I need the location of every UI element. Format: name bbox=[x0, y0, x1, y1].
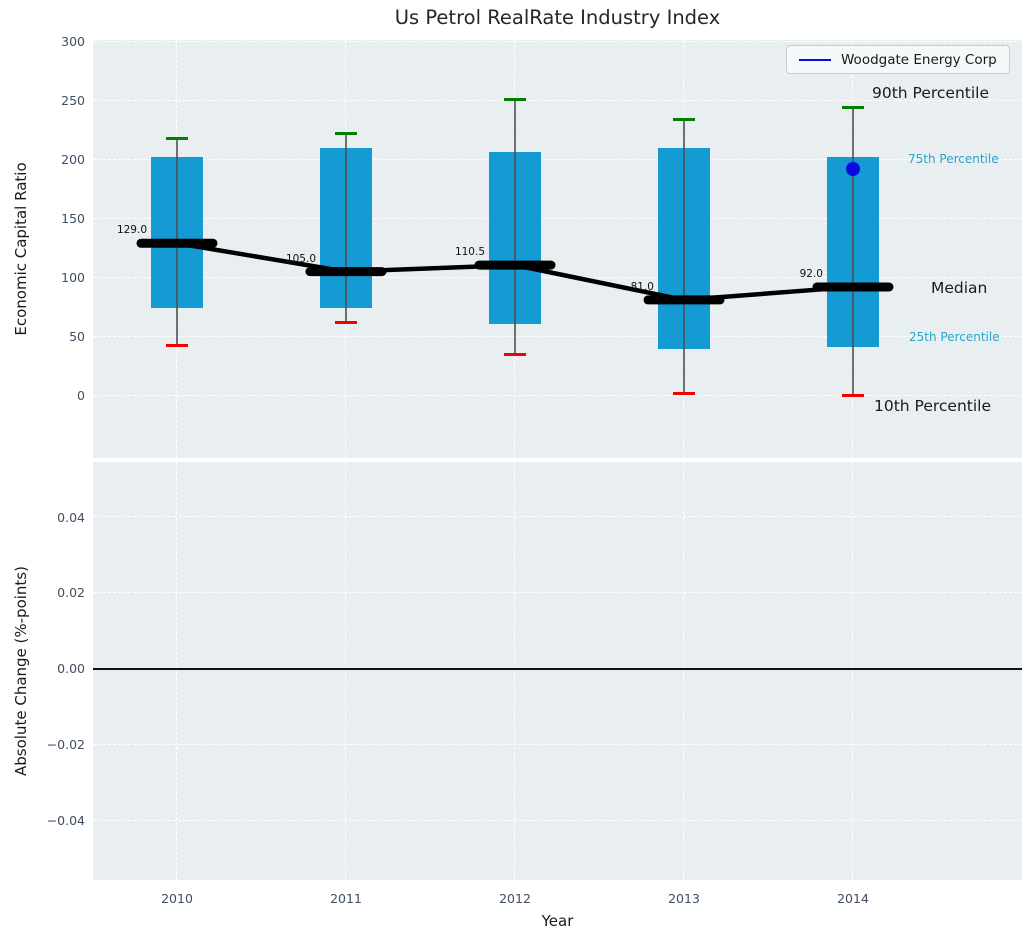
p10-cap-2014 bbox=[842, 394, 864, 397]
h-gridline-0 bbox=[93, 394, 1022, 396]
annotation-25th-percentile: 25th Percentile bbox=[909, 330, 1000, 345]
top-axes-panel: 129.0 105.0 110.5 81.0 92.0 90th Percentile 75… bbox=[93, 40, 1022, 458]
median-value-label-2012: 110.5 bbox=[454, 246, 485, 259]
legend-entry-label: Woodgate Energy Corp bbox=[841, 51, 997, 68]
v-gridline-2012 bbox=[514, 462, 516, 880]
annotation-75th-percentile: 75th Percentile bbox=[908, 152, 999, 167]
x-tick-label-2010: 2010 bbox=[161, 891, 193, 906]
y-tick-label-100: 100 bbox=[61, 270, 85, 285]
x-tick-label-2011: 2011 bbox=[330, 891, 362, 906]
whisker-2011 bbox=[345, 133, 347, 323]
h-gridline-250 bbox=[93, 99, 1022, 101]
p10-cap-2013 bbox=[673, 391, 695, 395]
bottom-axes-panel bbox=[93, 462, 1022, 880]
top-y-axis-label: Economic Capital Ratio bbox=[12, 162, 30, 336]
median-value-label-2011: 105.0 bbox=[285, 252, 316, 265]
h-gridline-200 bbox=[93, 158, 1022, 160]
h-gridline-300 bbox=[93, 40, 1022, 42]
y-tick-label-−0.04: −0.04 bbox=[46, 813, 85, 829]
y-tick-label-0.00: 0.00 bbox=[57, 661, 85, 677]
h-gridline-0.02 bbox=[93, 592, 1022, 594]
p90-cap-2013 bbox=[673, 117, 695, 121]
median-line-overlay bbox=[136, 238, 894, 305]
legend: Woodgate Energy Corp bbox=[786, 45, 1010, 74]
annotation-90th-percentile: 90th Percentile bbox=[872, 83, 990, 102]
p90-cap-2010 bbox=[166, 136, 188, 140]
whisker-2014 bbox=[852, 107, 854, 396]
x-tick-label-2014: 2014 bbox=[837, 891, 869, 906]
x-tick-label-2013: 2013 bbox=[668, 891, 700, 906]
company-point-2014 bbox=[846, 161, 860, 176]
whisker-2013 bbox=[683, 119, 685, 394]
y-tick-label-150: 150 bbox=[61, 211, 85, 226]
v-gridline-2010 bbox=[176, 462, 178, 880]
h-gridline--0.02 bbox=[93, 744, 1022, 746]
zero-line bbox=[93, 668, 1022, 670]
h-gridline-150 bbox=[93, 217, 1022, 219]
y-tick-label-50: 50 bbox=[69, 329, 85, 344]
h-gridline-0.04 bbox=[93, 516, 1022, 518]
p90-cap-2014 bbox=[842, 106, 864, 110]
median-value-label-2013: 81.0 bbox=[630, 280, 654, 293]
y-tick-label-−0.02: −0.02 bbox=[46, 737, 85, 753]
h-gridline--0.04 bbox=[93, 820, 1022, 822]
legend-line-sample bbox=[799, 58, 831, 61]
y-tick-label-200: 200 bbox=[61, 152, 85, 167]
h-gridline-50 bbox=[93, 335, 1022, 337]
y-tick-label-300: 300 bbox=[61, 34, 85, 49]
median-value-label-2014: 92.0 bbox=[799, 267, 823, 280]
h-gridline-100 bbox=[93, 276, 1022, 278]
p10-cap-2011 bbox=[335, 320, 357, 324]
annotation-10th-percentile: 10th Percentile bbox=[874, 396, 992, 415]
annotation-median: Median bbox=[931, 278, 988, 297]
p90-cap-2012 bbox=[504, 97, 526, 101]
p10-cap-2010 bbox=[166, 344, 188, 348]
y-tick-label-0: 0 bbox=[77, 388, 85, 403]
p10-cap-2012 bbox=[504, 352, 526, 356]
x-axis-label: Year bbox=[541, 912, 574, 930]
y-tick-label-0.02: 0.02 bbox=[57, 585, 85, 601]
y-tick-label-0.04: 0.04 bbox=[57, 509, 85, 525]
v-gridline-2014 bbox=[852, 462, 854, 880]
v-gridline-2011 bbox=[345, 462, 347, 880]
chart-title: Us Petrol RealRate Industry Index bbox=[394, 6, 721, 29]
p90-cap-2011 bbox=[335, 132, 357, 136]
median-value-label-2010: 129.0 bbox=[116, 224, 147, 237]
v-gridline-2013 bbox=[683, 462, 685, 880]
whisker-2012 bbox=[514, 99, 516, 355]
x-tick-label-2012: 2012 bbox=[499, 891, 531, 906]
y-tick-label-250: 250 bbox=[61, 93, 85, 108]
